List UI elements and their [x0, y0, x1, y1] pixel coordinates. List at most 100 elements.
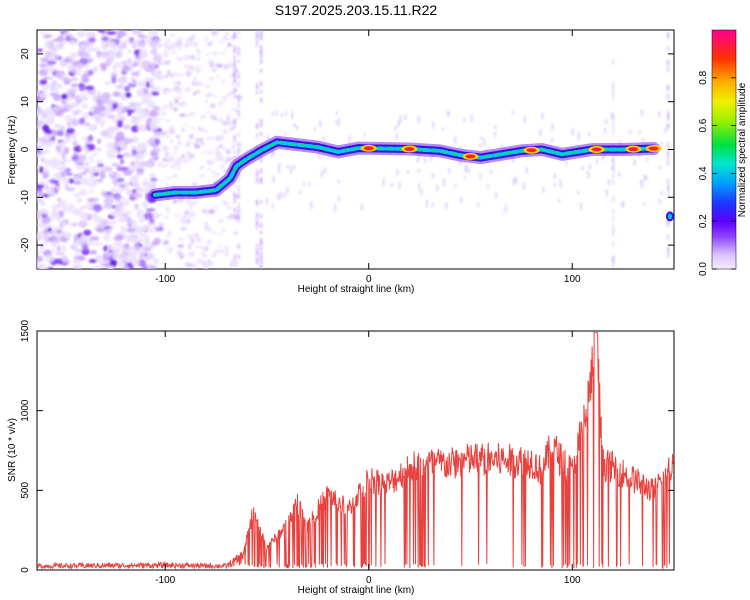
noise-blob [221, 95, 228, 102]
noise-blob [97, 138, 102, 145]
streak-mark [611, 260, 615, 267]
smear-mark [266, 197, 269, 205]
streak-mark [611, 232, 615, 237]
noise-blob [205, 111, 212, 115]
smear-mark [553, 173, 556, 180]
noise-blob [106, 153, 117, 159]
colorbar-gradient [711, 29, 737, 270]
noise-blob [116, 112, 123, 118]
noise-blob [227, 120, 235, 126]
noise-blob [180, 58, 184, 62]
noise-blob [163, 92, 168, 95]
smear-mark [565, 159, 568, 165]
noise-blob [157, 70, 161, 74]
smear-mark [459, 159, 462, 166]
noise-blob [112, 236, 123, 241]
noise-blob [40, 58, 49, 63]
smear-mark [348, 135, 351, 144]
noise-blob [149, 150, 158, 157]
streak-mark [255, 179, 259, 184]
noise-blob [148, 229, 156, 234]
smear-mark [470, 114, 473, 122]
noise-blob [117, 167, 127, 171]
noise-blob [135, 153, 145, 160]
noise-blob [76, 255, 86, 260]
smear-mark [278, 162, 281, 167]
smear-mark [322, 135, 325, 141]
noise-blob [58, 202, 64, 208]
smear-mark [277, 193, 280, 200]
noise-blob [46, 60, 57, 65]
noise-blob [139, 34, 147, 39]
noise-blob [204, 84, 212, 89]
noise-blob [103, 167, 114, 171]
smear-mark [639, 179, 642, 184]
noise-blob [160, 117, 166, 120]
noise-blob [75, 197, 83, 203]
noise-blob [103, 245, 108, 252]
streak-mark [611, 174, 615, 178]
noise-blob [123, 137, 132, 143]
streak-mark [237, 94, 240, 98]
noise-blob [69, 53, 76, 60]
streak-mark [233, 87, 236, 93]
noise-blob [55, 252, 65, 256]
streak-mark [666, 66, 670, 72]
spectrogram-xlabel: Height of straight line (km) [298, 284, 415, 295]
noise-blob [94, 95, 103, 100]
smear-mark [314, 127, 317, 131]
noise-blob [37, 148, 42, 154]
noise-blob [203, 36, 209, 42]
noise-blob [211, 212, 217, 215]
noise-blob [124, 85, 131, 93]
noise-blob [167, 210, 171, 213]
noise-blob [225, 157, 232, 161]
noise-blob [189, 206, 193, 211]
smear-mark [525, 166, 528, 174]
noise-blob [190, 42, 197, 46]
noise-blob [100, 40, 108, 46]
noise-blob [109, 220, 117, 225]
noise-blob [116, 154, 124, 159]
noise-blob [201, 264, 209, 268]
streak-mark [259, 69, 263, 73]
colorbar-tick-label: 0.6 [698, 118, 709, 132]
noise-blob [130, 125, 140, 133]
noise-blob [95, 159, 102, 164]
noise-blob [139, 246, 145, 254]
noise-blob [149, 172, 156, 179]
noise-blob [111, 117, 119, 123]
noise-blob [174, 159, 180, 165]
noise-blob [44, 226, 49, 230]
noise-blob [206, 239, 212, 245]
noise-blob [103, 81, 113, 85]
smear-mark [445, 202, 448, 210]
streak-mark [255, 133, 259, 138]
noise-blob [119, 140, 126, 149]
colorbar-tick-label: 0.0 [698, 262, 709, 276]
streak-mark [237, 30, 240, 35]
smear-mark [436, 184, 439, 192]
noise-blob [138, 232, 146, 238]
noise-blob [127, 83, 137, 87]
streak-mark [611, 179, 615, 186]
smear-mark [320, 170, 323, 178]
noise-blob [157, 41, 162, 48]
noise-blob [130, 145, 136, 150]
noise-blob [218, 138, 223, 142]
streak-mark [611, 114, 615, 121]
noise-blob [42, 167, 50, 173]
smear-mark [432, 121, 435, 129]
noise-blob [173, 214, 181, 218]
ridge-peak-inner [628, 147, 639, 152]
streak-mark [666, 145, 670, 150]
smear-mark [486, 184, 489, 189]
noise-blob [141, 60, 151, 68]
noise-blob [142, 242, 150, 249]
noise-blob [163, 74, 169, 78]
noise-blob [56, 244, 61, 253]
smear-mark [272, 175, 275, 183]
chart-title: S197.2025.203.15.11.R22 [275, 2, 438, 18]
streak-mark [233, 207, 236, 213]
